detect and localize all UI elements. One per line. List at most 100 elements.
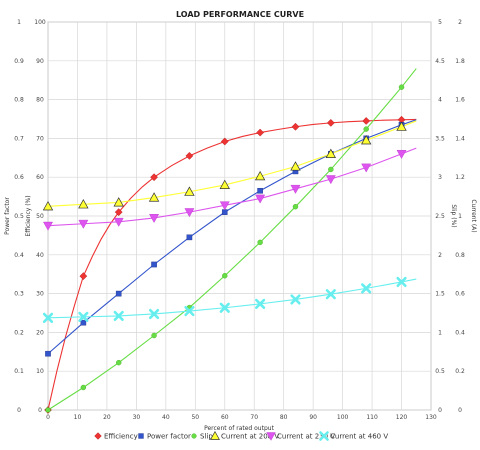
efficiency-point [362, 117, 371, 125]
current-tick-label: 0.4 [455, 329, 465, 336]
power-factor-axis-label: Power factor [4, 197, 11, 235]
efficiency-tick-label: 0 [38, 407, 42, 414]
efficiency-point [114, 208, 123, 217]
axes: 0 10 20 30 40 50 60 70 80 90 100 110 120 13000.10.20.… [14, 19, 465, 421]
power-factor-tick-label: 0.3 [14, 291, 24, 298]
current-at-460-v-point [219, 302, 230, 313]
slip-tick-label: 3 [438, 174, 442, 181]
power-factor-point [186, 234, 193, 241]
current-tick-label: 1 [458, 213, 462, 220]
slip-tick-label: 4 [438, 97, 442, 104]
x-tick-label: 60 [221, 414, 229, 421]
legend-marker-efficiency [94, 432, 102, 440]
current-at-208-v-point [113, 197, 124, 207]
slip-point [328, 166, 334, 173]
current-at-460-v-point [78, 311, 89, 322]
current-at-460-v-point [113, 310, 124, 322]
current-tick-label: 0.6 [455, 291, 465, 298]
efficiency-tick-label: 100 [34, 19, 46, 26]
chart-title: LOAD PERFORMANCE CURVE [176, 10, 304, 19]
efficiency-tick-label: 40 [36, 252, 44, 259]
power-factor-point [257, 187, 263, 194]
current-at-208-v-point [219, 179, 230, 189]
legend-label: Power factor [147, 433, 191, 441]
slip-point [257, 239, 263, 246]
power-factor-point [80, 319, 87, 326]
current-at-230-v-point [255, 194, 266, 204]
current-at-208-v-point [325, 148, 337, 158]
legend-item-current-at-208-v: Current at 208 V [210, 430, 279, 441]
power-factor-tick-label: 0.6 [14, 174, 24, 181]
current-at-208-v-point [148, 192, 160, 202]
efficiency-tick-label: 10 [36, 368, 44, 375]
legend-label: Current at 208 V [221, 433, 279, 441]
slip-point [398, 84, 405, 90]
current-at-208-v-point [360, 135, 372, 145]
current-at-230-v-point [219, 201, 230, 211]
x-tick-label: 110 [366, 414, 378, 421]
legend-marker-current-at-460-v [319, 431, 329, 441]
x-tick-label: 40 [162, 414, 170, 421]
legend-label: Current at 460 V [330, 433, 388, 441]
legend-item-current-at-460-v: Current at 460 V [319, 431, 388, 441]
power-factor-point [151, 261, 157, 268]
current-at-460-v-point [42, 312, 54, 323]
slip-tick-label: 1.5 [435, 291, 445, 298]
current-at-230-v-point [290, 184, 301, 194]
grid-lines [47, 21, 432, 411]
slip-tick-label: 2.5 [435, 213, 445, 220]
slip-tick-label: 3.5 [435, 135, 445, 142]
current-tick-label: 0.2 [455, 368, 465, 375]
x-tick-label: 80 [280, 414, 288, 421]
current-at-460-v-point [148, 308, 160, 320]
slip-tick-label: 5 [438, 19, 442, 26]
slip-point [45, 407, 51, 413]
power-factor-tick-label: 0 [17, 407, 21, 414]
power-factor-tick-label: 0.1 [14, 368, 24, 375]
legend-marker-current-at-230-v [266, 432, 276, 441]
x-tick-label: 90 [309, 414, 317, 421]
legend-item-current-at-230-v: Current at 230 V [266, 432, 335, 441]
efficiency-tick-label: 60 [36, 174, 44, 181]
legend-item-slip: Slip [191, 433, 213, 441]
legend-label: Slip [200, 433, 213, 441]
legend-label: Current at 230 V [277, 433, 335, 441]
legend-label: Efficiency [104, 433, 138, 441]
efficiency-point [220, 137, 229, 146]
slip-point [151, 332, 157, 339]
efficiency-point [256, 128, 265, 137]
power-factor-tick-label: 0.4 [14, 252, 24, 259]
legend-marker-current-at-208-v [210, 430, 220, 440]
current-at-208-v-point [254, 170, 266, 181]
current-at-230-v-point [149, 214, 160, 223]
efficiency-tick-label: 20 [36, 329, 44, 336]
x-tick-label: 0 [46, 414, 50, 421]
power-factor-point [45, 350, 51, 357]
series-markers [42, 84, 407, 414]
efficiency-tick-label: 90 [36, 58, 44, 65]
current-tick-label: 1.2 [455, 174, 465, 181]
current-at-230-v-point [396, 150, 407, 159]
legend-marker-slip [191, 433, 197, 439]
current-tick-label: 0 [458, 407, 462, 414]
efficiency-point [326, 118, 335, 127]
current-at-230-v-point [184, 208, 195, 218]
efficiency-point [185, 151, 194, 160]
current-at-230-v-point [43, 221, 53, 231]
power-factor-tick-label: 0.5 [14, 213, 24, 220]
x-tick-label: 120 [396, 414, 408, 421]
power-factor-tick-label: 0.2 [14, 329, 24, 336]
current-tick-label: 1.6 [455, 97, 465, 104]
x-tick-label: 30 [133, 414, 141, 421]
current-axis-label: Current (A) [470, 199, 477, 232]
current-tick-label: 1.8 [455, 58, 465, 65]
slip-line [47, 68, 417, 411]
current-at-460-v-point [184, 305, 195, 317]
legend-item-power-factor: Power factor [138, 433, 191, 441]
power-factor-tick-label: 0.7 [14, 135, 24, 142]
power-factor-tick-label: 0.9 [14, 58, 24, 65]
current-at-460-v-point [396, 276, 407, 288]
series-curves [47, 68, 417, 411]
x-axis-label: Percent of rated output [204, 425, 275, 432]
